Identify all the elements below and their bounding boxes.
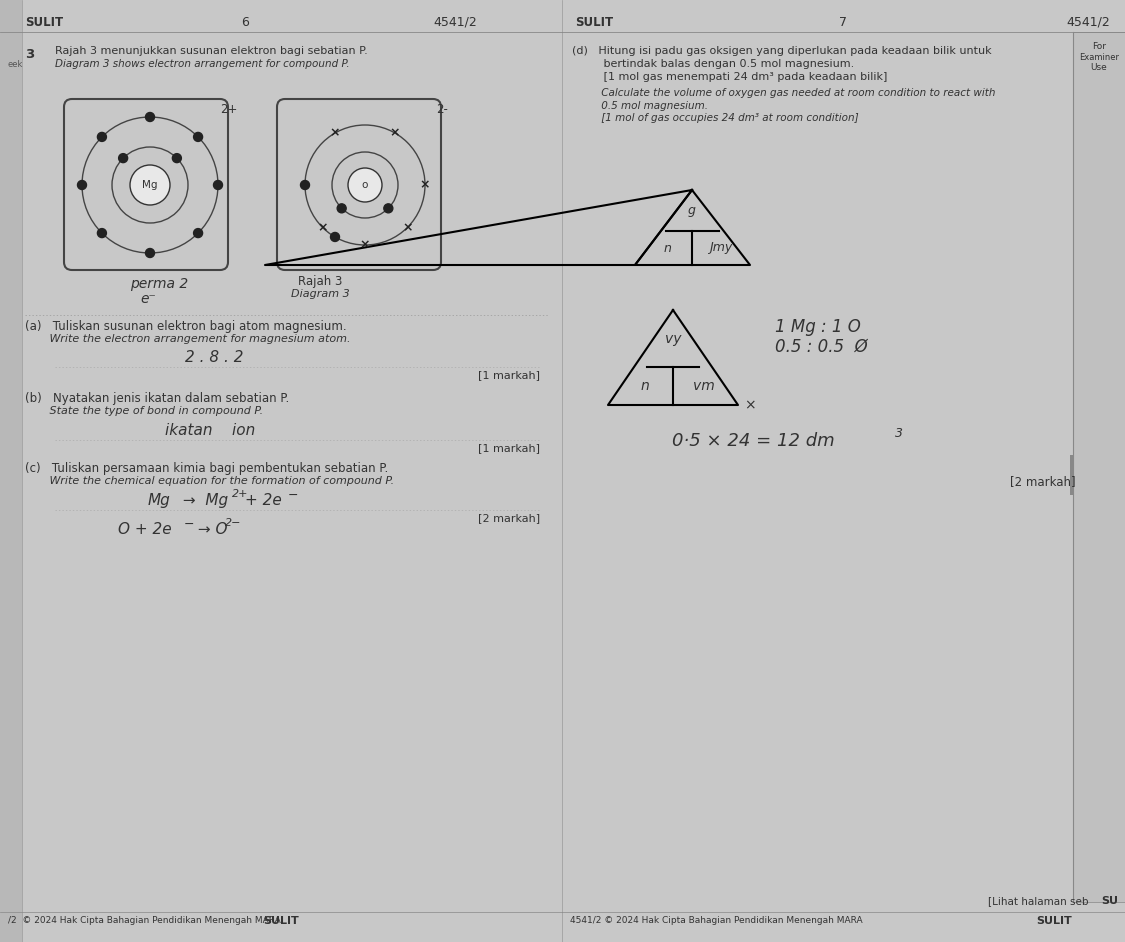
Text: For: For xyxy=(1092,42,1106,51)
Circle shape xyxy=(348,168,382,202)
Text: 4541/2: 4541/2 xyxy=(1066,15,1110,28)
Text: [Lihat halaman seb: [Lihat halaman seb xyxy=(988,896,1089,906)
Text: ikatan    ion: ikatan ion xyxy=(165,423,255,438)
Text: [1 mol gas menempati 24 dm³ pada keadaan bilik]: [1 mol gas menempati 24 dm³ pada keadaan… xyxy=(572,72,888,82)
Text: ×: × xyxy=(317,221,327,234)
Text: (d)   Hitung isi padu gas oksigen yang diperlukan pada keadaan bilik untuk: (d) Hitung isi padu gas oksigen yang dip… xyxy=(572,46,991,56)
Text: [1 mol of gas occupies 24 dm³ at room condition]: [1 mol of gas occupies 24 dm³ at room co… xyxy=(572,113,858,123)
Text: 0.5 : 0.5  Ø: 0.5 : 0.5 Ø xyxy=(775,338,867,356)
Text: n: n xyxy=(664,241,672,254)
Text: [1 markah]: [1 markah] xyxy=(478,443,540,453)
Text: −: − xyxy=(288,489,298,502)
Text: Mg: Mg xyxy=(142,180,158,190)
Text: 2 . 8 . 2: 2 . 8 . 2 xyxy=(184,350,243,365)
Text: (c)   Tuliskan persamaan kimia bagi pembentukan sebatian P.: (c) Tuliskan persamaan kimia bagi pemben… xyxy=(25,462,388,475)
Text: eek: eek xyxy=(8,60,24,69)
Circle shape xyxy=(98,229,107,237)
Text: + 2e: + 2e xyxy=(245,493,281,508)
Text: Write the electron arrangement for magnesium atom.: Write the electron arrangement for magne… xyxy=(25,334,351,344)
Text: → O: → O xyxy=(193,522,227,537)
Text: e⁻: e⁻ xyxy=(140,292,156,306)
Text: 2−: 2− xyxy=(225,518,242,528)
Text: Jmy: Jmy xyxy=(710,241,732,254)
Text: vm: vm xyxy=(693,379,714,393)
Text: g: g xyxy=(688,204,696,217)
Text: Diagram 3 shows electron arrangement for compound P.: Diagram 3 shows electron arrangement for… xyxy=(55,59,350,69)
Circle shape xyxy=(78,181,87,189)
Text: SULIT: SULIT xyxy=(25,15,63,28)
Circle shape xyxy=(130,165,170,205)
Text: (a)   Tuliskan susunan elektron bagi atom magnesium.: (a) Tuliskan susunan elektron bagi atom … xyxy=(25,320,346,333)
Text: 4541/2 © 2024 Hak Cipta Bahagian Pendidikan Menengah MARA: 4541/2 © 2024 Hak Cipta Bahagian Pendidi… xyxy=(570,916,863,925)
Text: /2  © 2024 Hak Cipta Bahagian Pendidikan Menengah MARA: /2 © 2024 Hak Cipta Bahagian Pendidikan … xyxy=(8,916,281,925)
Text: Rajah 3: Rajah 3 xyxy=(298,275,342,288)
Text: [1 markah]: [1 markah] xyxy=(478,370,540,380)
Text: O + 2e: O + 2e xyxy=(118,522,172,537)
Text: ×: × xyxy=(420,178,430,191)
Text: Examiner: Examiner xyxy=(1079,53,1119,62)
Text: ×: × xyxy=(360,238,370,252)
Circle shape xyxy=(145,112,154,122)
Text: 2+: 2+ xyxy=(232,489,249,499)
Text: 7: 7 xyxy=(839,15,847,28)
Text: Calculate the volume of oxygen gas needed at room condition to react with: Calculate the volume of oxygen gas neede… xyxy=(572,88,996,98)
Text: 4541/2: 4541/2 xyxy=(433,15,477,28)
Text: 6: 6 xyxy=(241,15,249,28)
Text: ×: × xyxy=(330,126,340,139)
Text: [2 markah]: [2 markah] xyxy=(1010,475,1076,488)
Circle shape xyxy=(98,133,107,141)
Text: ×: × xyxy=(389,126,400,139)
Text: o: o xyxy=(362,180,368,190)
Text: State the type of bond in compound P.: State the type of bond in compound P. xyxy=(25,406,263,416)
Text: ×: × xyxy=(745,398,756,412)
Text: 1 Mg : 1 O: 1 Mg : 1 O xyxy=(775,318,861,336)
Text: 3: 3 xyxy=(25,48,34,61)
Text: Rajah 3 menunjukkan susunan elektron bagi sebatian P.: Rajah 3 menunjukkan susunan elektron bag… xyxy=(55,46,368,56)
Text: Diagram 3: Diagram 3 xyxy=(290,289,350,299)
Text: SULIT: SULIT xyxy=(1036,916,1072,926)
Text: 2+: 2+ xyxy=(220,103,237,116)
Text: Write the chemical equation for the formation of compound P.: Write the chemical equation for the form… xyxy=(25,476,394,486)
Bar xyxy=(0,0,22,942)
Text: (b)   Nyatakan jenis ikatan dalam sebatian P.: (b) Nyatakan jenis ikatan dalam sebatian… xyxy=(25,392,289,405)
Circle shape xyxy=(214,181,223,189)
Text: n: n xyxy=(640,379,649,393)
Text: 2-: 2- xyxy=(436,103,448,116)
Text: 0·5 × 24 = 12 dm: 0·5 × 24 = 12 dm xyxy=(672,432,835,450)
Text: 3: 3 xyxy=(896,427,903,440)
Text: −: − xyxy=(184,518,195,531)
Text: perma 2: perma 2 xyxy=(130,277,188,291)
Circle shape xyxy=(172,154,181,163)
Circle shape xyxy=(118,154,127,163)
Circle shape xyxy=(331,233,340,241)
Circle shape xyxy=(193,133,202,141)
Circle shape xyxy=(338,203,346,213)
Text: SULIT: SULIT xyxy=(575,15,613,28)
Text: bertindak balas dengan 0.5 mol magnesium.: bertindak balas dengan 0.5 mol magnesium… xyxy=(572,59,854,69)
Text: SULIT: SULIT xyxy=(263,916,299,926)
Text: Mg: Mg xyxy=(148,493,171,508)
Text: 0.5 mol magnesium.: 0.5 mol magnesium. xyxy=(572,101,708,111)
Text: SU: SU xyxy=(1101,896,1118,906)
Bar xyxy=(1070,455,1073,495)
Circle shape xyxy=(145,249,154,257)
Circle shape xyxy=(384,203,393,213)
Text: vy: vy xyxy=(665,332,682,346)
Bar xyxy=(1073,32,1125,902)
Circle shape xyxy=(193,229,202,237)
Text: [2 markah]: [2 markah] xyxy=(478,513,540,523)
Text: Use: Use xyxy=(1090,63,1107,72)
Text: ×: × xyxy=(402,221,413,234)
Text: →  Mg: → Mg xyxy=(178,493,228,508)
Circle shape xyxy=(300,181,309,189)
